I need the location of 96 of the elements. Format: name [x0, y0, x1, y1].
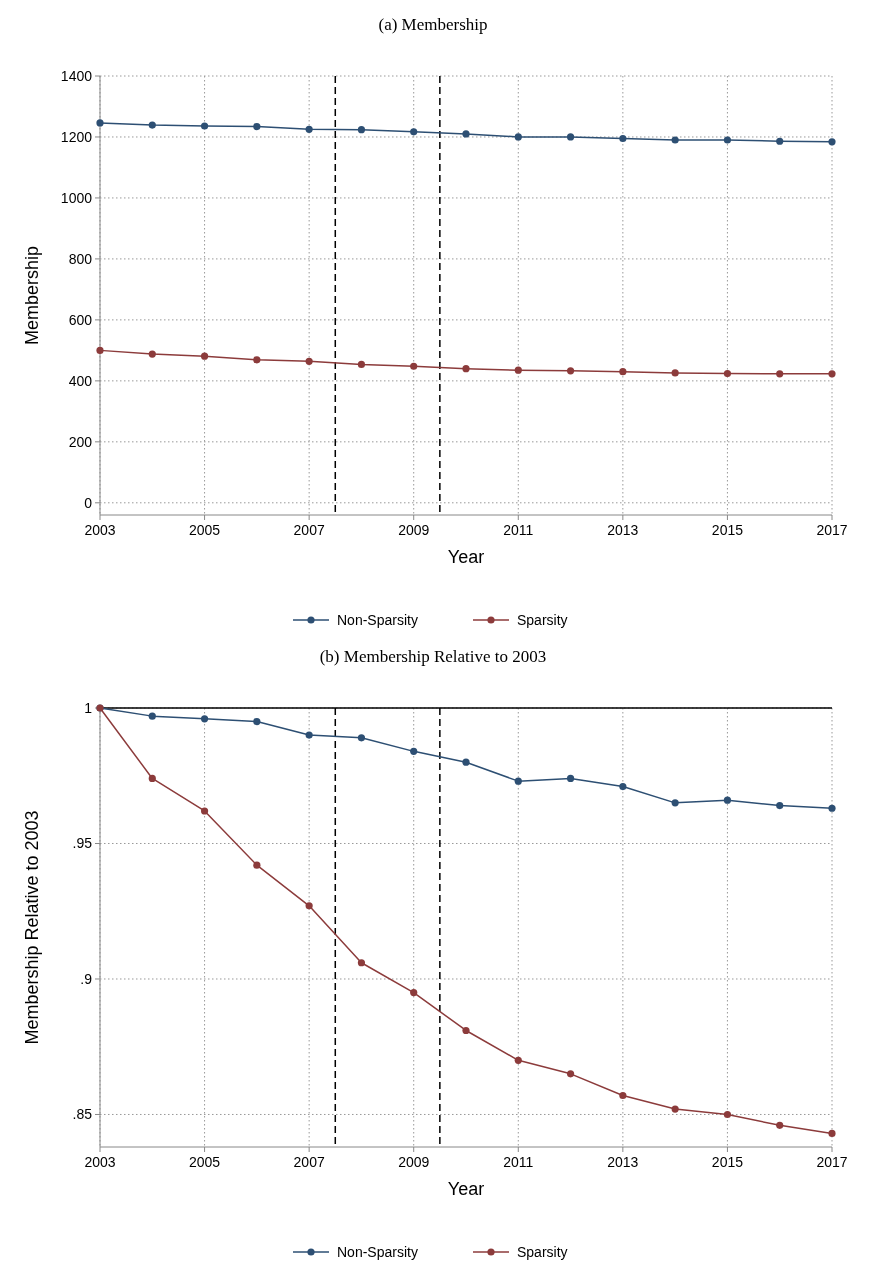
point: [566, 133, 575, 141]
point: [305, 125, 313, 133]
point: [462, 1026, 470, 1035]
point: [828, 370, 836, 378]
x-tick-label: 2009: [398, 1154, 430, 1170]
point: [462, 130, 470, 138]
x-tick-label: 2015: [711, 1154, 744, 1170]
point: [566, 774, 575, 783]
x-axis-title: Year: [447, 547, 485, 567]
point: [253, 356, 261, 364]
y-axis-title: Membership: [22, 245, 42, 346]
x-tick-label: 2013: [607, 1154, 639, 1170]
x-tick-label: 2011: [503, 522, 534, 538]
point: [253, 717, 261, 726]
point: [671, 1105, 679, 1113]
point: [410, 988, 418, 997]
point: [671, 369, 679, 377]
point: [148, 712, 156, 720]
point: [410, 128, 418, 136]
x-tick-label: 2013: [607, 522, 639, 538]
x-tick-label: 2005: [188, 522, 221, 538]
x-tick-label: 2003: [84, 522, 116, 538]
point: [410, 747, 418, 755]
point: [776, 137, 784, 145]
point: [514, 1056, 522, 1064]
point: [566, 1070, 575, 1078]
y-tick-label: 1: [84, 699, 93, 716]
y-tick-label: 200: [68, 433, 93, 450]
point: [148, 121, 156, 129]
x-tick-label: 2005: [188, 1154, 221, 1170]
point: [305, 731, 313, 739]
chart-title: (a) Membership: [378, 15, 488, 34]
point: [200, 352, 209, 360]
x-axis-title: Year: [447, 1179, 485, 1199]
point: [514, 777, 522, 785]
point: [723, 369, 732, 378]
point: [410, 362, 418, 370]
y-tick-label: .85: [72, 1106, 93, 1123]
x-tick-label: 2017: [816, 1154, 848, 1170]
y-tick-label: 600: [68, 311, 93, 328]
point: [514, 366, 522, 374]
point: [566, 367, 575, 375]
y-tick-label: 400: [68, 372, 93, 389]
point: [828, 804, 836, 812]
point: [776, 801, 784, 810]
point: [619, 782, 627, 791]
legend-label: Sparsity: [517, 611, 568, 628]
x-tick-label: 2017: [816, 522, 848, 538]
point: [357, 360, 366, 368]
point: [619, 1091, 627, 1100]
point: [305, 357, 313, 365]
x-tick-label: 2007: [293, 1154, 325, 1170]
y-tick-label: .9: [80, 970, 93, 987]
point: [723, 1110, 732, 1119]
point: [253, 123, 261, 131]
point: [253, 861, 261, 869]
point: [357, 959, 366, 967]
y-tick-label: 0: [84, 494, 93, 511]
y-axis-title: Membership Relative to 2003: [22, 810, 42, 1045]
point: [200, 715, 209, 723]
point: [96, 346, 104, 354]
y-tick-label: .95: [72, 835, 93, 852]
y-tick-label: 1000: [60, 189, 93, 206]
point: [723, 796, 732, 804]
point: [671, 799, 679, 807]
point: [514, 133, 522, 141]
point: [200, 122, 209, 130]
point: [305, 902, 313, 910]
y-tick-label: 800: [68, 250, 93, 267]
x-tick-label: 2003: [84, 1154, 116, 1170]
point: [776, 1121, 784, 1129]
point: [96, 119, 104, 127]
y-tick-label: 1200: [60, 128, 93, 145]
point: [148, 774, 156, 783]
chart-title: (b) Membership Relative to 2003: [319, 647, 547, 666]
point: [776, 370, 784, 378]
legend-label: Non-Sparsity: [337, 611, 418, 628]
point: [462, 758, 470, 766]
point: [619, 134, 627, 143]
point: [723, 136, 732, 144]
point: [462, 365, 470, 373]
legend-label: Non-Sparsity: [337, 1243, 418, 1260]
x-tick-label: 2015: [711, 522, 744, 538]
y-tick-label: 1400: [60, 67, 93, 84]
point: [148, 350, 156, 358]
point: [200, 807, 209, 815]
x-tick-label: 2009: [398, 522, 430, 538]
point: [619, 368, 627, 376]
point: [357, 734, 366, 742]
point: [671, 136, 679, 144]
point: [357, 126, 366, 134]
point: [828, 138, 836, 146]
x-tick-label: 2007: [293, 522, 325, 538]
x-tick-label: 2011: [503, 1154, 534, 1170]
legend-label: Sparsity: [517, 1243, 568, 1260]
point: [828, 1129, 836, 1138]
